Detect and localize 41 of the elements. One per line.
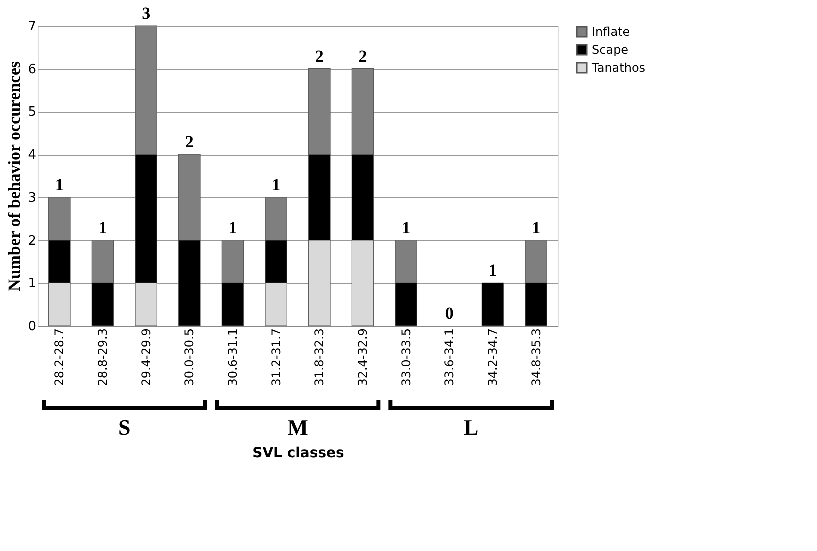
x-tick-label: 33.0-33.5: [399, 328, 414, 386]
x-tick-label: 29.4-29.9: [139, 328, 154, 386]
x-tick-label: 28.8-29.3: [96, 328, 110, 386]
annotation: 1: [228, 218, 238, 238]
annotation: 2: [358, 46, 368, 66]
y-tick-label: 4: [28, 148, 36, 164]
annotation: 0: [445, 304, 454, 323]
y-axis-title: Number of behavior occurences: [5, 61, 24, 292]
y-tick-label: 5: [28, 105, 36, 120]
x-tick-label: 33.6-34.1: [442, 328, 457, 386]
legend-label: Scape: [592, 43, 629, 57]
x-tick-label: 31.2-31.7: [269, 328, 284, 386]
y-tick-label: 6: [28, 62, 36, 78]
y-tick-label: 0: [28, 320, 36, 334]
y-tick-label: 1: [28, 276, 36, 292]
text: S: [118, 415, 131, 440]
y-tick-label: 3: [28, 190, 36, 206]
bar: [482, 282, 504, 326]
x-tick-label: 30.0-30.5: [182, 328, 197, 386]
x-tick-label: 34.2-34.7: [486, 328, 500, 386]
annotation: 1: [402, 218, 411, 238]
annotation: 2: [315, 46, 324, 66]
annotation: 2: [185, 132, 194, 152]
annotation: 1: [272, 175, 281, 194]
annotation: 1: [488, 261, 498, 280]
legend-label: Tanathos: [591, 61, 646, 75]
x-axis-title: SVL classes: [252, 445, 344, 462]
annotation: 1: [55, 175, 64, 194]
x-tick-label: 34.8-35.3: [529, 328, 544, 386]
x-tick-label: 31.8-32.3: [312, 328, 327, 386]
text: L: [464, 415, 479, 440]
y-tick-label: 2: [28, 234, 36, 249]
x-tick-label: 28.2-28.7: [52, 328, 67, 386]
annotation: 3: [142, 4, 151, 23]
x-tick-label: 30.6-31.1: [226, 328, 240, 386]
text: M: [288, 415, 309, 440]
annotation: 1: [532, 218, 541, 238]
annotation: 1: [98, 218, 108, 238]
x-tick-label: 32.4-32.9: [356, 328, 370, 386]
y-tick-label: 7: [28, 20, 36, 34]
legend-label: Inflate: [592, 25, 630, 39]
